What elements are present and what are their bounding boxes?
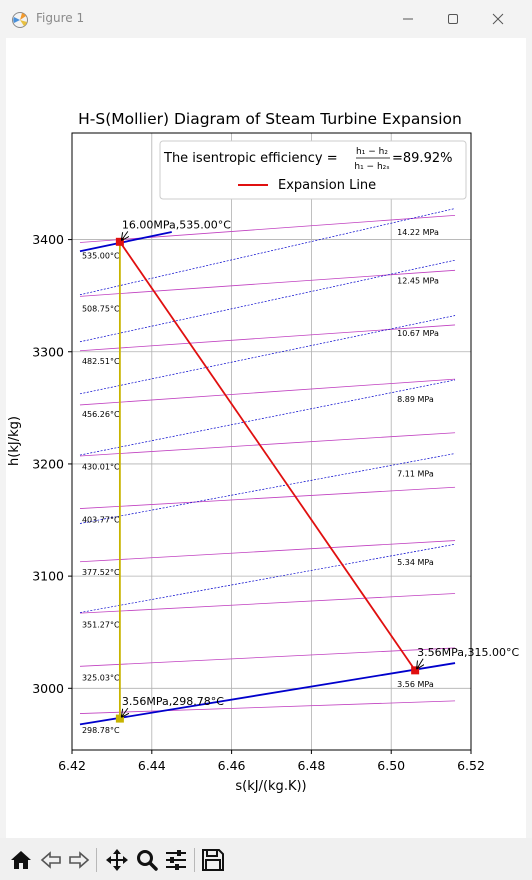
sliders-icon <box>166 850 186 870</box>
state-annotation-label: 3.56MPa,315.00°C <box>417 646 519 659</box>
annotation-arrow <box>122 231 128 239</box>
move-icon <box>106 849 128 871</box>
isotherm-line <box>79 593 456 614</box>
isotherm-line <box>79 486 456 509</box>
x-tick-label: 6.52 <box>457 758 485 773</box>
annotation-arrow <box>122 707 128 716</box>
isotherm-line <box>79 269 456 297</box>
forward-button[interactable] <box>66 847 92 873</box>
x-tick-label: 6.46 <box>218 758 246 773</box>
isobar-pressure-label: 5.34 MPa <box>397 558 434 567</box>
legend-frac-numerator: h₁ − h₂ <box>356 147 388 157</box>
isobar-pressure-label: 8.89 MPa <box>397 395 434 404</box>
legend-expansion-label: Expansion Line <box>278 178 376 193</box>
y-tick-label: 3200 <box>32 456 64 471</box>
mollier-chart: H-S(Mollier) Diagram of Steam Turbine Ex… <box>7 110 519 794</box>
isotherm-line <box>79 324 456 352</box>
forward-arrow-icon <box>69 851 90 869</box>
y-tick-label: 3100 <box>32 569 64 584</box>
chart-title: H-S(Mollier) Diagram of Steam Turbine Ex… <box>78 110 462 128</box>
svg-text:The isentropic efficiency =: The isentropic efficiency = <box>163 151 338 166</box>
isotherm-label: 403.77°C <box>82 515 120 524</box>
legend-efficiency-prefix: The isentropic efficiency = <box>163 151 338 166</box>
isobar-pressure-label: 10.67 MPa <box>397 329 439 338</box>
minimize-icon <box>403 18 413 20</box>
isobar-line <box>79 662 456 726</box>
isotherm-line <box>79 432 456 457</box>
back-button[interactable] <box>38 847 64 873</box>
x-axis-label: s(kJ/(kg.K)) <box>235 779 306 794</box>
zoom-button[interactable] <box>134 847 160 873</box>
process-lines: 16.00MPa,535.00°C 3.56MPa,315.00°C 3.56MPa… <box>115 218 519 723</box>
toolbar-separator <box>194 848 195 872</box>
isotherm-label: 351.27°C <box>82 621 120 630</box>
navigation-toolbar <box>0 838 532 880</box>
axis-ticks: 6.42 6.44 6.46 6.48 6.50 6.52 3000 3100 3200 3300… <box>32 232 485 773</box>
window-title: Figure 1 <box>36 11 85 25</box>
isotherm-label: 298.78°C <box>82 726 120 735</box>
maximize-icon <box>448 14 458 24</box>
isobar-dashed-line <box>79 259 456 343</box>
isotherm-label: 325.03°C <box>82 673 120 682</box>
x-tick-label: 6.48 <box>297 758 325 773</box>
x-tick-label: 6.44 <box>138 758 166 773</box>
isobar-pressure-label: 14.22 MPa <box>397 228 439 237</box>
matplotlib-app-icon <box>12 12 28 28</box>
isobar-dashed-line <box>79 543 456 613</box>
isotherm-label: 508.75°C <box>82 304 120 313</box>
save-icon <box>202 849 224 871</box>
expansion-line <box>119 241 416 671</box>
title-bar: Figure 1 <box>0 0 532 38</box>
toolbar-separator <box>96 848 97 872</box>
isotherm-label: 456.26°C <box>82 410 120 419</box>
curves <box>79 208 456 726</box>
minimize-button[interactable] <box>386 4 430 34</box>
isobar-pressure-label: 7.11 MPa <box>397 469 434 478</box>
isobar-pressure-label: 12.45 MPa <box>397 276 439 285</box>
configure-subplots-button[interactable] <box>163 847 189 873</box>
isobar-dashed-line <box>79 208 456 296</box>
isotherm-label: 377.52°C <box>82 568 120 577</box>
isotherm-label: 482.51°C <box>82 357 120 366</box>
pan-button[interactable] <box>104 847 130 873</box>
zoom-icon <box>137 850 158 871</box>
isobar-dashed-line <box>79 315 456 395</box>
isobar-dashed-line <box>79 453 456 524</box>
state-annotation-label: 16.00MPa,535.00°C <box>122 218 231 231</box>
state-point-marker <box>115 237 124 246</box>
y-axis-label: h(kJ/kg) <box>7 416 22 466</box>
state-point-marker <box>115 714 124 723</box>
isotherm-label: 430.01°C <box>82 463 120 472</box>
save-button[interactable] <box>200 847 226 873</box>
plot-frame <box>71 132 472 751</box>
isotherm-line <box>79 378 456 406</box>
legend-efficiency-value: =89.92% <box>392 151 452 166</box>
back-arrow-icon <box>40 851 61 869</box>
state-point-marker <box>411 666 420 675</box>
isobar-line <box>79 231 172 253</box>
isobar-pressure-label: 3.56 MPa <box>397 680 434 689</box>
x-tick-label: 6.50 <box>377 758 405 773</box>
curve-labels: 535.00°C 508.75°C 482.51°C 456.26°C 430.01°C… <box>82 228 439 735</box>
legend: The isentropic efficiency = h₁ − h₂ h₁ −… <box>159 140 467 200</box>
isotherm-label: 535.00°C <box>82 252 120 261</box>
isotherm-line <box>79 647 456 667</box>
close-button[interactable] <box>476 4 520 34</box>
maximize-button[interactable] <box>431 4 475 34</box>
x-tick-label: 6.42 <box>58 758 86 773</box>
isotherm-line <box>79 700 456 714</box>
y-tick-label: 3300 <box>32 344 64 359</box>
isotherm-line <box>79 540 456 563</box>
isobar-dashed-line <box>79 379 456 456</box>
close-icon <box>492 13 504 25</box>
annotation-arrow <box>417 658 423 669</box>
y-tick-label: 3000 <box>32 681 64 696</box>
figure-canvas[interactable]: H-S(Mollier) Diagram of Steam Turbine Ex… <box>6 38 526 838</box>
state-annotation-label: 3.56MPa,298.78°C <box>122 695 224 708</box>
home-button[interactable] <box>8 847 34 873</box>
legend-frac-denominator: h₁ − h₂ₛ <box>354 162 389 172</box>
y-tick-label: 3400 <box>32 232 64 247</box>
home-icon <box>11 851 31 869</box>
